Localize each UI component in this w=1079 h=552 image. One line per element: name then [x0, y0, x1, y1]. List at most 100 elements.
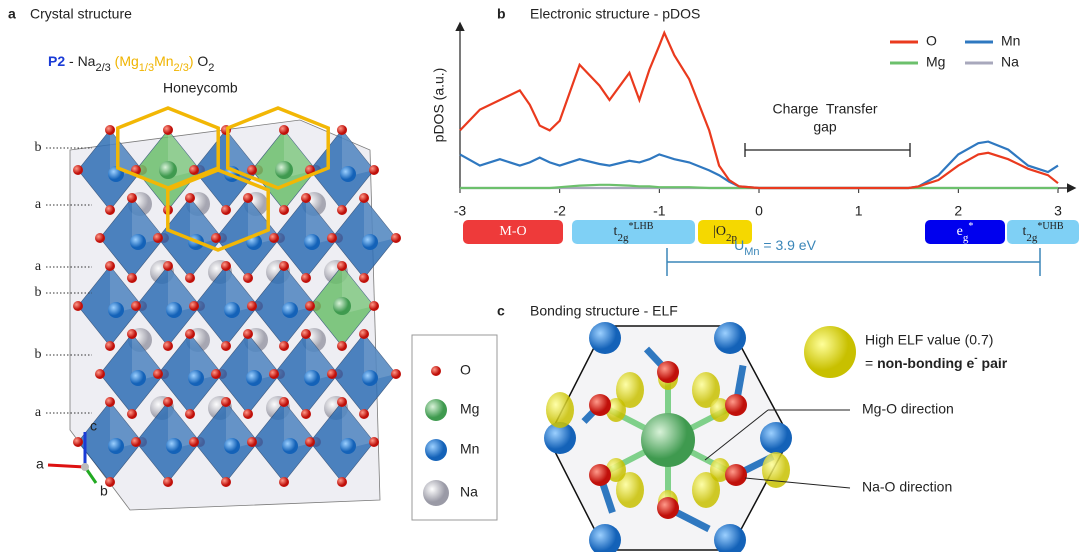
layer-label: a: [35, 405, 42, 420]
x-tick-label: -1: [653, 203, 666, 219]
o-atom: [301, 273, 311, 283]
o-atom: [131, 437, 141, 447]
o-atom: [153, 369, 163, 379]
o-atom: [105, 261, 115, 271]
band-label-part: |O: [713, 224, 726, 239]
legend-label: Mn: [460, 441, 479, 457]
o-atom: [369, 165, 379, 175]
o-atom: [163, 341, 173, 351]
band-label-part: M-O: [499, 224, 526, 239]
axis-b-label: b: [100, 483, 108, 499]
x-tick-label: 1: [855, 203, 863, 219]
formula-part: - Na: [65, 53, 96, 69]
layer-label: a: [35, 259, 42, 274]
elf-lobe: [692, 472, 720, 508]
mn-atom: [362, 234, 378, 250]
axis-origin: [81, 463, 89, 471]
o-atom: [153, 233, 163, 243]
elf-legend-text: = non-bonding e- pair: [865, 353, 1008, 371]
mn-atom: [282, 438, 298, 454]
legend-label: Mg: [926, 54, 945, 70]
band-label-part: *LHB: [628, 221, 653, 232]
o-atom: [391, 233, 401, 243]
axis-a: [47, 463, 86, 469]
o-atom: [337, 205, 347, 215]
o-atom: [185, 409, 195, 419]
legend-atom: [425, 439, 447, 461]
panel-title: Bonding structure - ELF: [530, 303, 678, 319]
o-atom: [105, 341, 115, 351]
o-atom: [391, 369, 401, 379]
o-atom: [369, 301, 379, 311]
o-atom: [221, 477, 231, 487]
mn-atom: [130, 234, 146, 250]
o-atom: [211, 369, 221, 379]
formula-part: (Mg: [111, 53, 139, 69]
o-atom: [73, 437, 83, 447]
o-atom: [185, 193, 195, 203]
o-atom: [105, 477, 115, 487]
mg-atom: [159, 161, 177, 179]
pdos-line: [459, 29, 1059, 190]
o-atom: [359, 409, 369, 419]
band: [1007, 220, 1079, 244]
elf-lobe: [606, 458, 626, 482]
elf-lobe: [762, 452, 790, 488]
band: [463, 220, 563, 244]
panel-title: Electronic structure - pDOS: [530, 6, 700, 22]
legend-label: Mg: [460, 401, 479, 417]
formula-part: 2: [208, 62, 214, 74]
mn-atom: [544, 422, 576, 454]
formula-part: 1/3: [139, 62, 154, 74]
mg-atom: [641, 413, 695, 467]
mn-atom: [166, 302, 182, 318]
mg-atom: [333, 297, 351, 315]
elf-legend-text-part: pair: [978, 355, 1008, 371]
panel-c: c Bonding structure - ELF High ELF value (…: [497, 303, 1008, 552]
honeycomb-hexagon: [166, 168, 270, 252]
o-atom: [243, 409, 253, 419]
o-atom: [105, 397, 115, 407]
band: [925, 220, 1005, 244]
mn-atom: [246, 370, 262, 386]
o-atom: [163, 125, 173, 135]
o-atom: [247, 301, 257, 311]
o-atom: [279, 397, 289, 407]
o-atom: [337, 261, 347, 271]
leader-line: [744, 477, 851, 489]
band-label: |O2p: [713, 224, 737, 243]
octahedron-face: [364, 198, 396, 246]
mn-atom: [304, 370, 320, 386]
mn-atom: [714, 524, 746, 552]
u-label-part: = 3.9 eV: [759, 237, 816, 253]
band: [572, 220, 695, 244]
legend-atom: [423, 480, 449, 506]
o-atom: [127, 193, 137, 203]
o-atom: [185, 329, 195, 339]
mn-atom: [188, 370, 204, 386]
o-atom: [243, 273, 253, 283]
o-atom: [127, 273, 137, 283]
o-atom: [301, 329, 311, 339]
x-tick-label: 3: [1054, 203, 1062, 219]
x-tick-label: -3: [454, 203, 467, 219]
o-atom: [301, 193, 311, 203]
mn-atom: [282, 302, 298, 318]
o-atom: [243, 329, 253, 339]
o-atom: [327, 233, 337, 243]
band-label: t2g*LHB: [614, 221, 654, 244]
o-atom: [73, 301, 83, 311]
elf-legend-text-part: =: [865, 355, 877, 371]
mg-atom: [275, 161, 293, 179]
o-atom: [189, 437, 199, 447]
legend-label: O: [926, 33, 937, 49]
band-label: M-O: [499, 224, 526, 239]
annotation: Charge Transfer: [772, 101, 877, 117]
o-atom: [221, 397, 231, 407]
band-label-part: e: [957, 224, 963, 239]
o-atom: [221, 205, 231, 215]
mn-atom: [589, 322, 621, 354]
legend-label: O: [460, 362, 471, 378]
o-atom: [369, 437, 379, 447]
